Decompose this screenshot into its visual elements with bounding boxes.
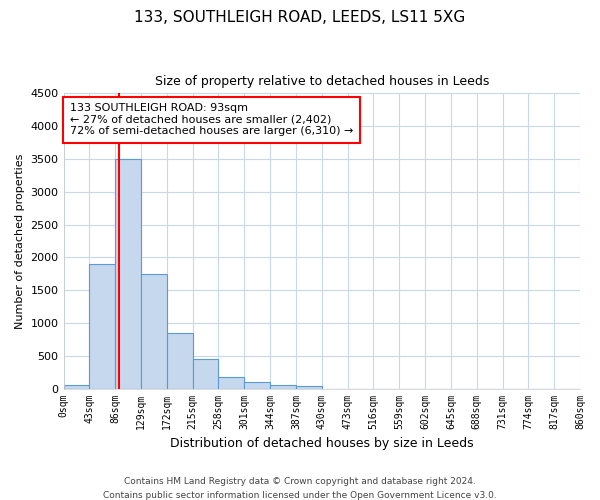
Title: Size of property relative to detached houses in Leeds: Size of property relative to detached ho… [155,75,489,88]
Y-axis label: Number of detached properties: Number of detached properties [15,154,25,328]
Bar [141,274,167,388]
Bar [244,382,270,388]
Bar [218,377,244,388]
Text: Contains HM Land Registry data © Crown copyright and database right 2024.
Contai: Contains HM Land Registry data © Crown c… [103,478,497,500]
X-axis label: Distribution of detached houses by size in Leeds: Distribution of detached houses by size … [170,437,473,450]
Bar [296,386,322,388]
Bar [89,264,115,388]
Bar [193,359,218,388]
Bar [270,384,296,388]
Text: 133 SOUTHLEIGH ROAD: 93sqm
← 27% of detached houses are smaller (2,402)
72% of s: 133 SOUTHLEIGH ROAD: 93sqm ← 27% of deta… [70,103,353,136]
Bar [115,159,141,388]
Bar [167,333,193,388]
Text: 133, SOUTHLEIGH ROAD, LEEDS, LS11 5XG: 133, SOUTHLEIGH ROAD, LEEDS, LS11 5XG [134,10,466,25]
Bar [64,386,89,388]
